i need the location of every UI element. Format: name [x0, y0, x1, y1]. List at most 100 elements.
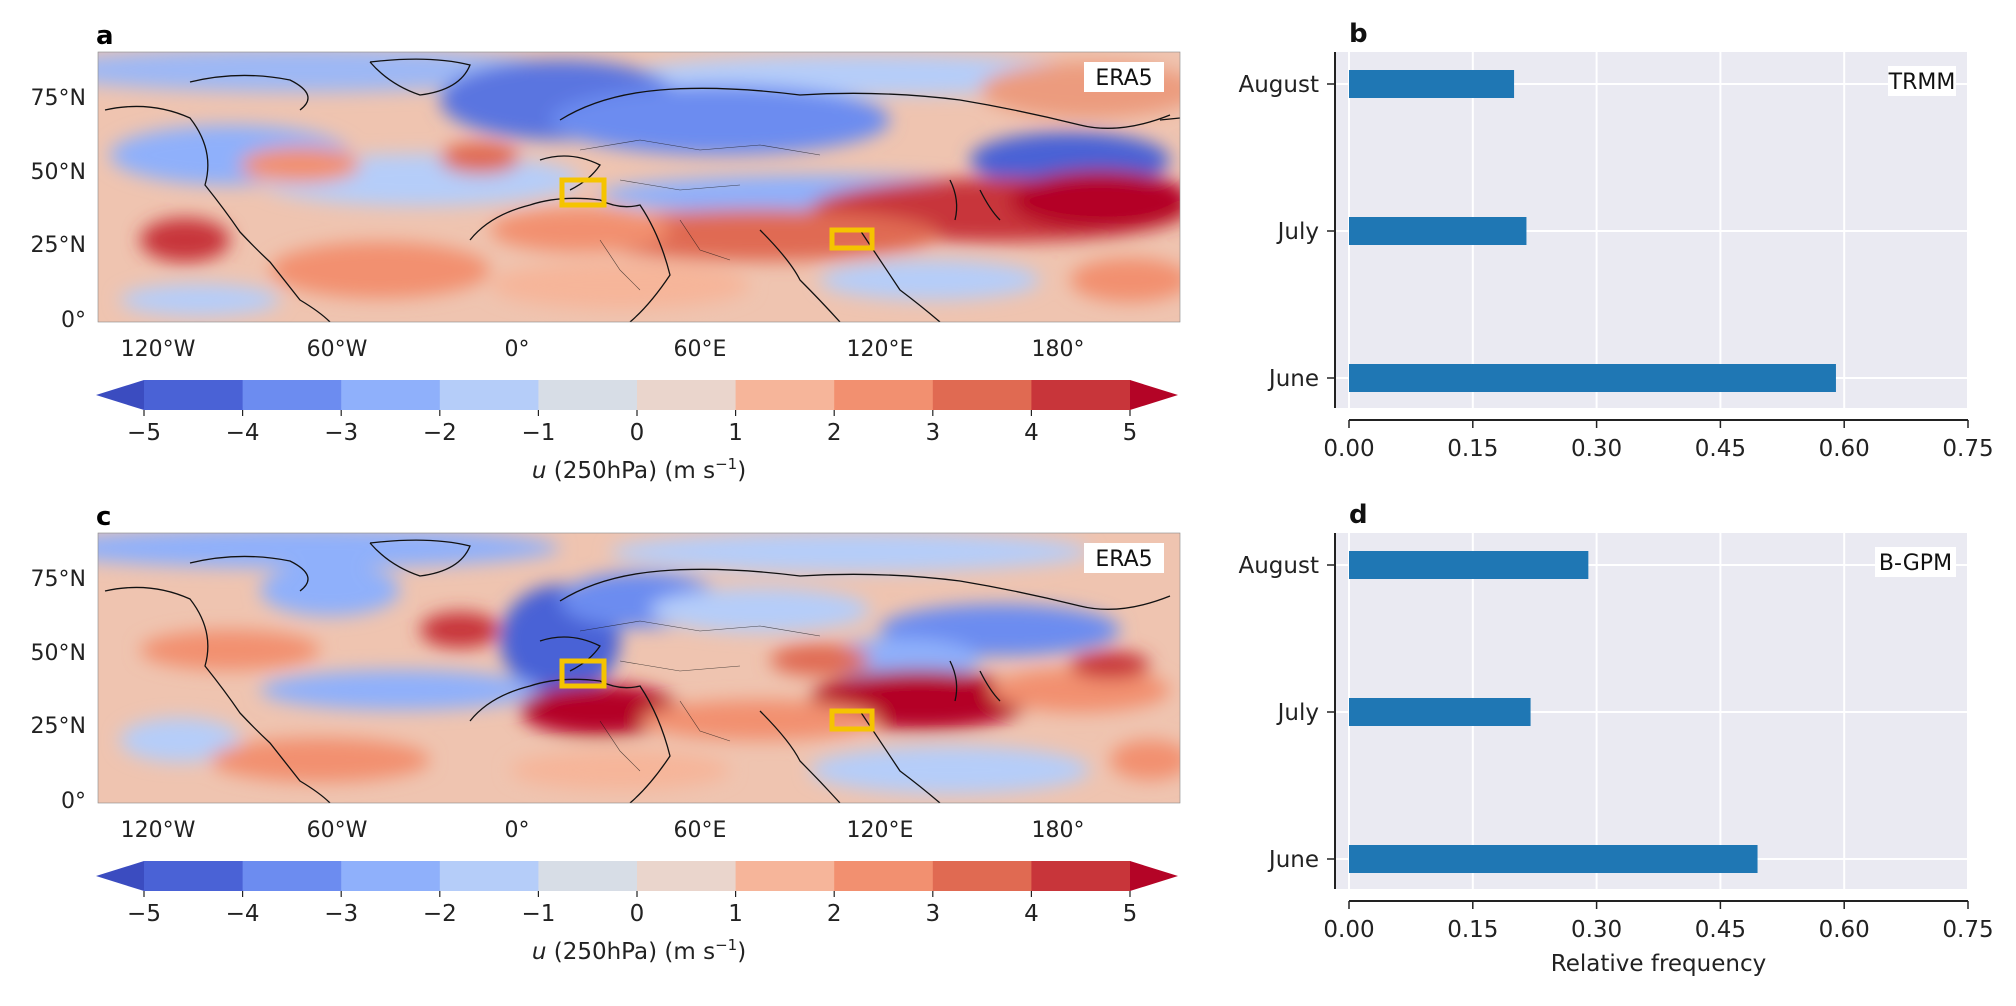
wind-anomaly-field: [98, 52, 1180, 322]
x-tick-label: 0.00: [1323, 917, 1374, 943]
colorbar-segment: [834, 380, 934, 410]
dataset-annotation: TRMM: [1888, 70, 1956, 95]
bar-august: [1349, 70, 1515, 98]
bar-june: [1349, 845, 1758, 873]
lon-tick: 120°W: [121, 818, 196, 843]
x-tick-label: 0.00: [1323, 436, 1374, 462]
lon-tick: 120°W: [121, 337, 196, 362]
bar-june: [1349, 364, 1836, 392]
colorbar-tick-label: 0: [630, 420, 645, 446]
colorbar-extend-low: [96, 861, 144, 891]
lon-tick: 60°W: [307, 337, 368, 362]
colorbar-segment: [242, 861, 342, 891]
y-tick-label: August: [1239, 72, 1320, 98]
colorbar-tick-label: 5: [1123, 420, 1138, 446]
lat-tick: 75°N: [31, 86, 86, 111]
colorbar-segment: [834, 861, 934, 891]
dataset-tag: ERA5: [1095, 547, 1152, 572]
annotation-bg: [1875, 547, 1956, 577]
y-tick-label: July: [1276, 219, 1319, 245]
x-tick-label: 0.75: [1942, 436, 1993, 462]
y-tick-label: July: [1276, 700, 1319, 726]
panel-label-d: d: [1349, 500, 1368, 530]
colorbar-segment: [439, 861, 539, 891]
colorbar-tick-label: 4: [1024, 901, 1039, 927]
lat-tick: 25°N: [31, 714, 86, 739]
bar-july: [1349, 217, 1527, 245]
dataset-annotation: B-GPM: [1879, 551, 1952, 576]
colorbar-tick-label: −5: [127, 901, 161, 927]
x-tick-label: 0.75: [1942, 917, 1993, 943]
colorbar-extend-low: [96, 380, 144, 410]
highlight-box: [829, 708, 875, 732]
panel-label-b: b: [1349, 19, 1368, 49]
panel-label-c: c: [96, 502, 111, 532]
map-panel-a: a: [31, 21, 1181, 484]
colorbar-segment: [1031, 861, 1131, 891]
coastlines: [104, 539, 1171, 803]
colorbar-segment: [439, 380, 539, 410]
x-tick-label: 0.30: [1571, 436, 1622, 462]
colorbar-tick-label: −1: [521, 420, 555, 446]
lon-tick: 60°E: [674, 337, 727, 362]
colorbar-tick-label: 2: [827, 901, 842, 927]
colorbar-segment: [341, 380, 441, 410]
dataset-tag-bg: [1084, 62, 1164, 92]
colorbar-segment: [932, 380, 1032, 410]
colorbar-segment: [242, 380, 342, 410]
map-panel-c: c: [31, 502, 1181, 965]
lat-tick: 75°N: [31, 567, 86, 592]
wind-anomaly-field: [98, 533, 1180, 803]
colorbar-segment: [932, 861, 1032, 891]
colorbar-tick-label: −3: [324, 420, 358, 446]
coastlines: [104, 58, 1180, 322]
colorbar-tick-label: 5: [1123, 901, 1138, 927]
colorbar-segment: [637, 861, 737, 891]
x-tick-label: 0.60: [1819, 436, 1870, 462]
colorbar-tick-label: 2: [827, 420, 842, 446]
x-tick-label: 0.15: [1447, 436, 1498, 462]
bar-chart-panel-b: 0.00 0.15 0.30 0.45 0.60 0.75 June July August b T…: [1239, 19, 1994, 462]
colorbar-tick-label: −5: [127, 420, 161, 446]
colorbar-tick-label: −4: [226, 420, 260, 446]
dataset-tag: ERA5: [1095, 66, 1152, 91]
lat-tick: 50°N: [31, 641, 86, 666]
colorbar-segment: [735, 380, 835, 410]
colorbar-segment: [341, 861, 441, 891]
colorbar-tick-label: 3: [925, 901, 940, 927]
lon-tick: 60°E: [674, 818, 727, 843]
dataset-tag-bg: [1084, 543, 1164, 573]
colorbar-tick-label: −2: [423, 420, 457, 446]
lon-tick: 180°: [1032, 337, 1085, 362]
lon-tick: 0°: [505, 337, 530, 362]
lon-tick: 120°E: [847, 337, 914, 362]
bar-august: [1349, 551, 1589, 579]
colorbar-extend-high: [1130, 861, 1178, 891]
colorbar-tick-label: 4: [1024, 420, 1039, 446]
bar-july: [1349, 698, 1531, 726]
colorbar-tick-label: 1: [728, 901, 743, 927]
lon-tick: 0°: [505, 818, 530, 843]
y-tick-label: June: [1267, 847, 1319, 873]
colorbar-segment: [538, 861, 638, 891]
colorbar-tick-label: −1: [521, 901, 555, 927]
lat-tick: 0°: [61, 789, 86, 814]
colorbar-label: u (250hPa) (m s−1): [532, 936, 746, 965]
colorbar-tick-label: −4: [226, 901, 260, 927]
highlight-box: [559, 177, 607, 208]
x-tick-label: 0.30: [1571, 917, 1622, 943]
lat-tick: 50°N: [31, 160, 86, 185]
colorbar-segment: [144, 861, 244, 891]
colorbar-extend-high: [1130, 380, 1178, 410]
colorbar-segment: [144, 380, 244, 410]
y-tick-label: June: [1267, 366, 1319, 392]
lon-tick: 120°E: [847, 818, 914, 843]
colorbar-segment: [538, 380, 638, 410]
x-tick-label: 0.45: [1695, 436, 1746, 462]
x-tick-label: 0.60: [1819, 917, 1870, 943]
colorbar-tick-label: 3: [925, 420, 940, 446]
lat-tick: 0°: [61, 308, 86, 333]
colorbar: −5 −4 −3 −2 −1 0 1 2 3 4 5: [96, 380, 1178, 446]
highlight-box: [829, 227, 875, 251]
